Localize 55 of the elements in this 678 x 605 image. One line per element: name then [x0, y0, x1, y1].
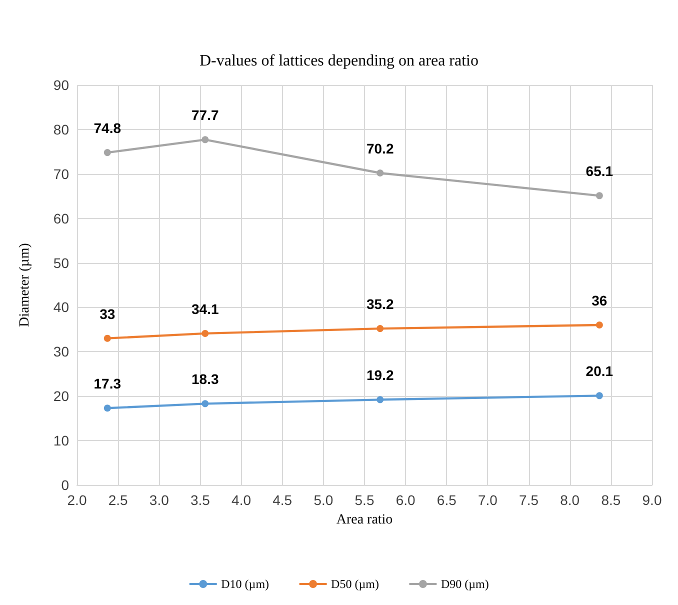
x-tick-label: 6.5 [436, 492, 457, 508]
x-tick-label: 2.0 [67, 492, 87, 508]
data-label: 35.2 [366, 296, 394, 312]
point [104, 404, 111, 412]
y-tick-label: 80 [53, 121, 70, 138]
point [202, 136, 209, 144]
data-label: 18.3 [192, 371, 219, 388]
x-tick-label: 2.5 [108, 492, 128, 508]
point [596, 392, 603, 400]
legend-label: D90 (µm) [440, 577, 489, 591]
y-tick-label: 0 [61, 477, 70, 493]
point [376, 325, 384, 332]
x-tick-label: 7.5 [519, 492, 539, 508]
x-tick-label: 7.0 [478, 492, 498, 508]
y-tick-label: 30 [53, 344, 70, 360]
x-tick-label: 4.5 [272, 492, 292, 508]
data-label: 74.8 [94, 120, 122, 136]
legend-label: D50 (µm) [331, 577, 379, 591]
y-tick-label: 70 [53, 166, 70, 182]
data-label: 36 [592, 292, 608, 308]
data-label: 17.3 [94, 376, 122, 392]
x-axis-title: Area ratio [336, 512, 393, 528]
y-tick-label: 50 [53, 254, 70, 271]
data-label: 70.2 [366, 140, 394, 156]
point [376, 396, 384, 404]
data-label: 19.2 [366, 367, 394, 384]
point [202, 330, 209, 337]
data-label: 65.1 [586, 163, 614, 180]
data-label: 20.1 [586, 363, 614, 380]
x-tick-label: 6.0 [396, 492, 416, 508]
y-tick-label: 40 [53, 299, 70, 316]
x-tick-label: 8.5 [601, 492, 621, 508]
y-tick-label: 90 [53, 77, 70, 93]
point [104, 149, 111, 156]
data-label: 33 [100, 306, 116, 322]
point [596, 192, 603, 200]
x-tick-label: 3.5 [190, 492, 210, 508]
x-tick-label: 9.0 [642, 492, 662, 508]
y-tick-label: 20 [53, 388, 70, 404]
x-tick-label: 5.5 [354, 492, 374, 508]
point [596, 322, 603, 328]
x-tick-label: 3.0 [149, 492, 170, 508]
legend-label: D10 (µm) [221, 577, 270, 591]
point [104, 334, 111, 342]
y-tick-label: 60 [53, 210, 70, 226]
x-tick-label: 5.0 [314, 492, 334, 508]
point [202, 400, 209, 408]
x-tick-label: 8.0 [560, 492, 580, 508]
chart-title: D-values of lattices depending on area ratio [200, 52, 478, 70]
data-label: 77.7 [192, 107, 219, 124]
data-label: 34.1 [192, 300, 219, 317]
x-tick-label: 4.0 [232, 492, 252, 508]
y-axis-title: Diameter (µm) [18, 242, 32, 327]
point [376, 170, 384, 176]
y-tick-label: 10 [53, 432, 70, 449]
